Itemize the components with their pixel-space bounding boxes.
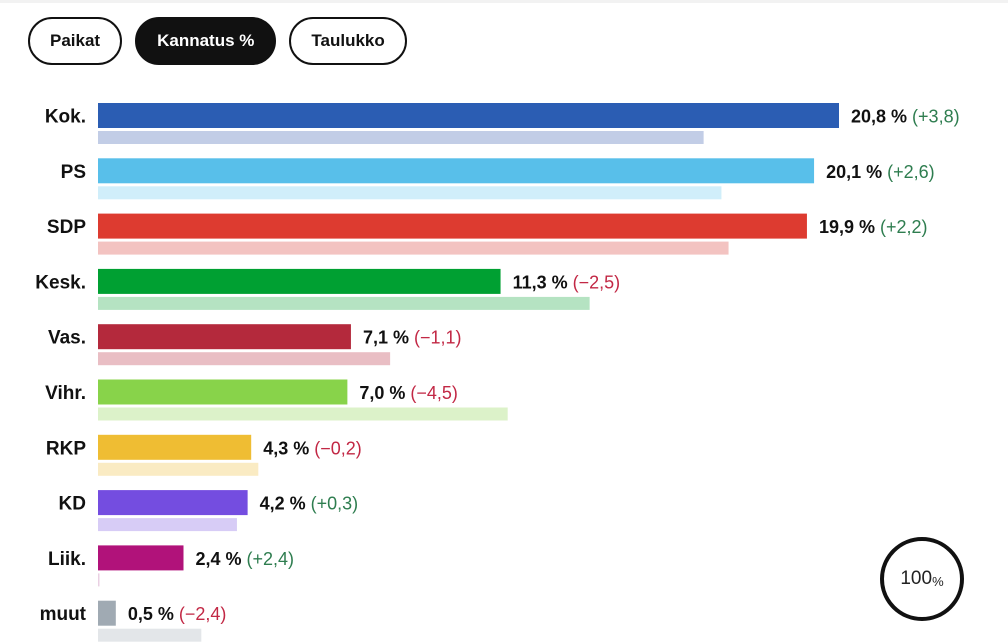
- previous-bar: [98, 573, 100, 587]
- change-text: (−2,5): [573, 272, 621, 292]
- category-label: SDP: [47, 217, 86, 238]
- value-label: 7,0 % (−4,5): [359, 383, 458, 403]
- change-text: (−1,1): [414, 328, 462, 348]
- category-label: Liik.: [48, 549, 86, 570]
- previous-bar: [98, 352, 391, 366]
- bar: [98, 379, 348, 405]
- category-label: Kok.: [45, 107, 86, 128]
- previous-bar: [98, 296, 590, 310]
- category-label: PS: [61, 162, 86, 183]
- value-text: 7,1 %: [363, 328, 414, 348]
- bar: [98, 158, 815, 184]
- value-label: 4,3 % (−0,2): [263, 438, 362, 458]
- previous-bar: [98, 518, 237, 532]
- tab-paikat[interactable]: Paikat: [28, 17, 123, 65]
- category-label: Kesk.: [35, 272, 86, 293]
- value-text: 11,3 %: [513, 272, 573, 292]
- category-label: muut: [40, 604, 87, 625]
- previous-bar: [98, 407, 508, 421]
- previous-bar: [98, 241, 729, 255]
- value-text: 0,5 %: [128, 604, 179, 624]
- change-text: (+2,4): [247, 549, 295, 569]
- category-label: KD: [59, 494, 86, 515]
- value-label: 7,1 % (−1,1): [363, 328, 462, 348]
- top-divider: [0, 0, 1008, 3]
- bar: [98, 324, 351, 350]
- bar: [98, 434, 252, 460]
- bar: [98, 103, 839, 128]
- previous-bar: [98, 462, 259, 476]
- value-text: 2,4 %: [196, 549, 247, 569]
- bar: [98, 545, 184, 571]
- change-text: (+0,3): [311, 494, 359, 514]
- value-text: 20,1 %: [826, 162, 887, 182]
- change-text: (+2,6): [887, 162, 935, 182]
- counted-value: 100: [900, 568, 933, 589]
- counted-percentage-badge: 100%: [880, 537, 964, 621]
- previous-bar: [98, 131, 704, 144]
- tab-taulukko[interactable]: Taulukko: [289, 17, 407, 65]
- value-text: 4,3 %: [263, 438, 314, 458]
- change-text: (−2,4): [179, 604, 227, 624]
- change-text: (+3,8): [912, 107, 960, 127]
- tab-kannatus[interactable]: Kannatus %: [135, 17, 277, 65]
- category-label: RKP: [46, 438, 86, 459]
- value-text: 19,9 %: [819, 217, 880, 237]
- bar: [98, 490, 248, 516]
- bar: [98, 600, 116, 626]
- view-tabs: Paikat Kannatus % Taulukko: [28, 17, 407, 65]
- value-label: 19,9 % (+2,2): [819, 217, 928, 237]
- value-label: 11,3 % (−2,5): [513, 272, 621, 292]
- value-text: 7,0 %: [359, 383, 410, 403]
- value-label: 2,4 % (+2,4): [196, 549, 295, 569]
- previous-bar: [98, 628, 202, 642]
- change-text: (+2,2): [880, 217, 928, 237]
- value-label: 20,8 % (+3,8): [851, 107, 960, 127]
- value-label: 4,2 % (+0,3): [260, 494, 359, 514]
- change-text: (−4,5): [410, 383, 458, 403]
- counted-unit: %: [932, 574, 944, 589]
- previous-bar: [98, 186, 722, 200]
- value-text: 20,8 %: [851, 107, 912, 127]
- category-label: Vas.: [48, 328, 86, 349]
- category-label: Vihr.: [45, 383, 86, 404]
- bar: [98, 268, 501, 294]
- change-text: (−0,2): [314, 438, 362, 458]
- bar: [98, 213, 807, 239]
- value-label: 20,1 % (+2,6): [826, 162, 935, 182]
- value-text: 4,2 %: [260, 494, 311, 514]
- value-label: 0,5 % (−2,4): [128, 604, 227, 624]
